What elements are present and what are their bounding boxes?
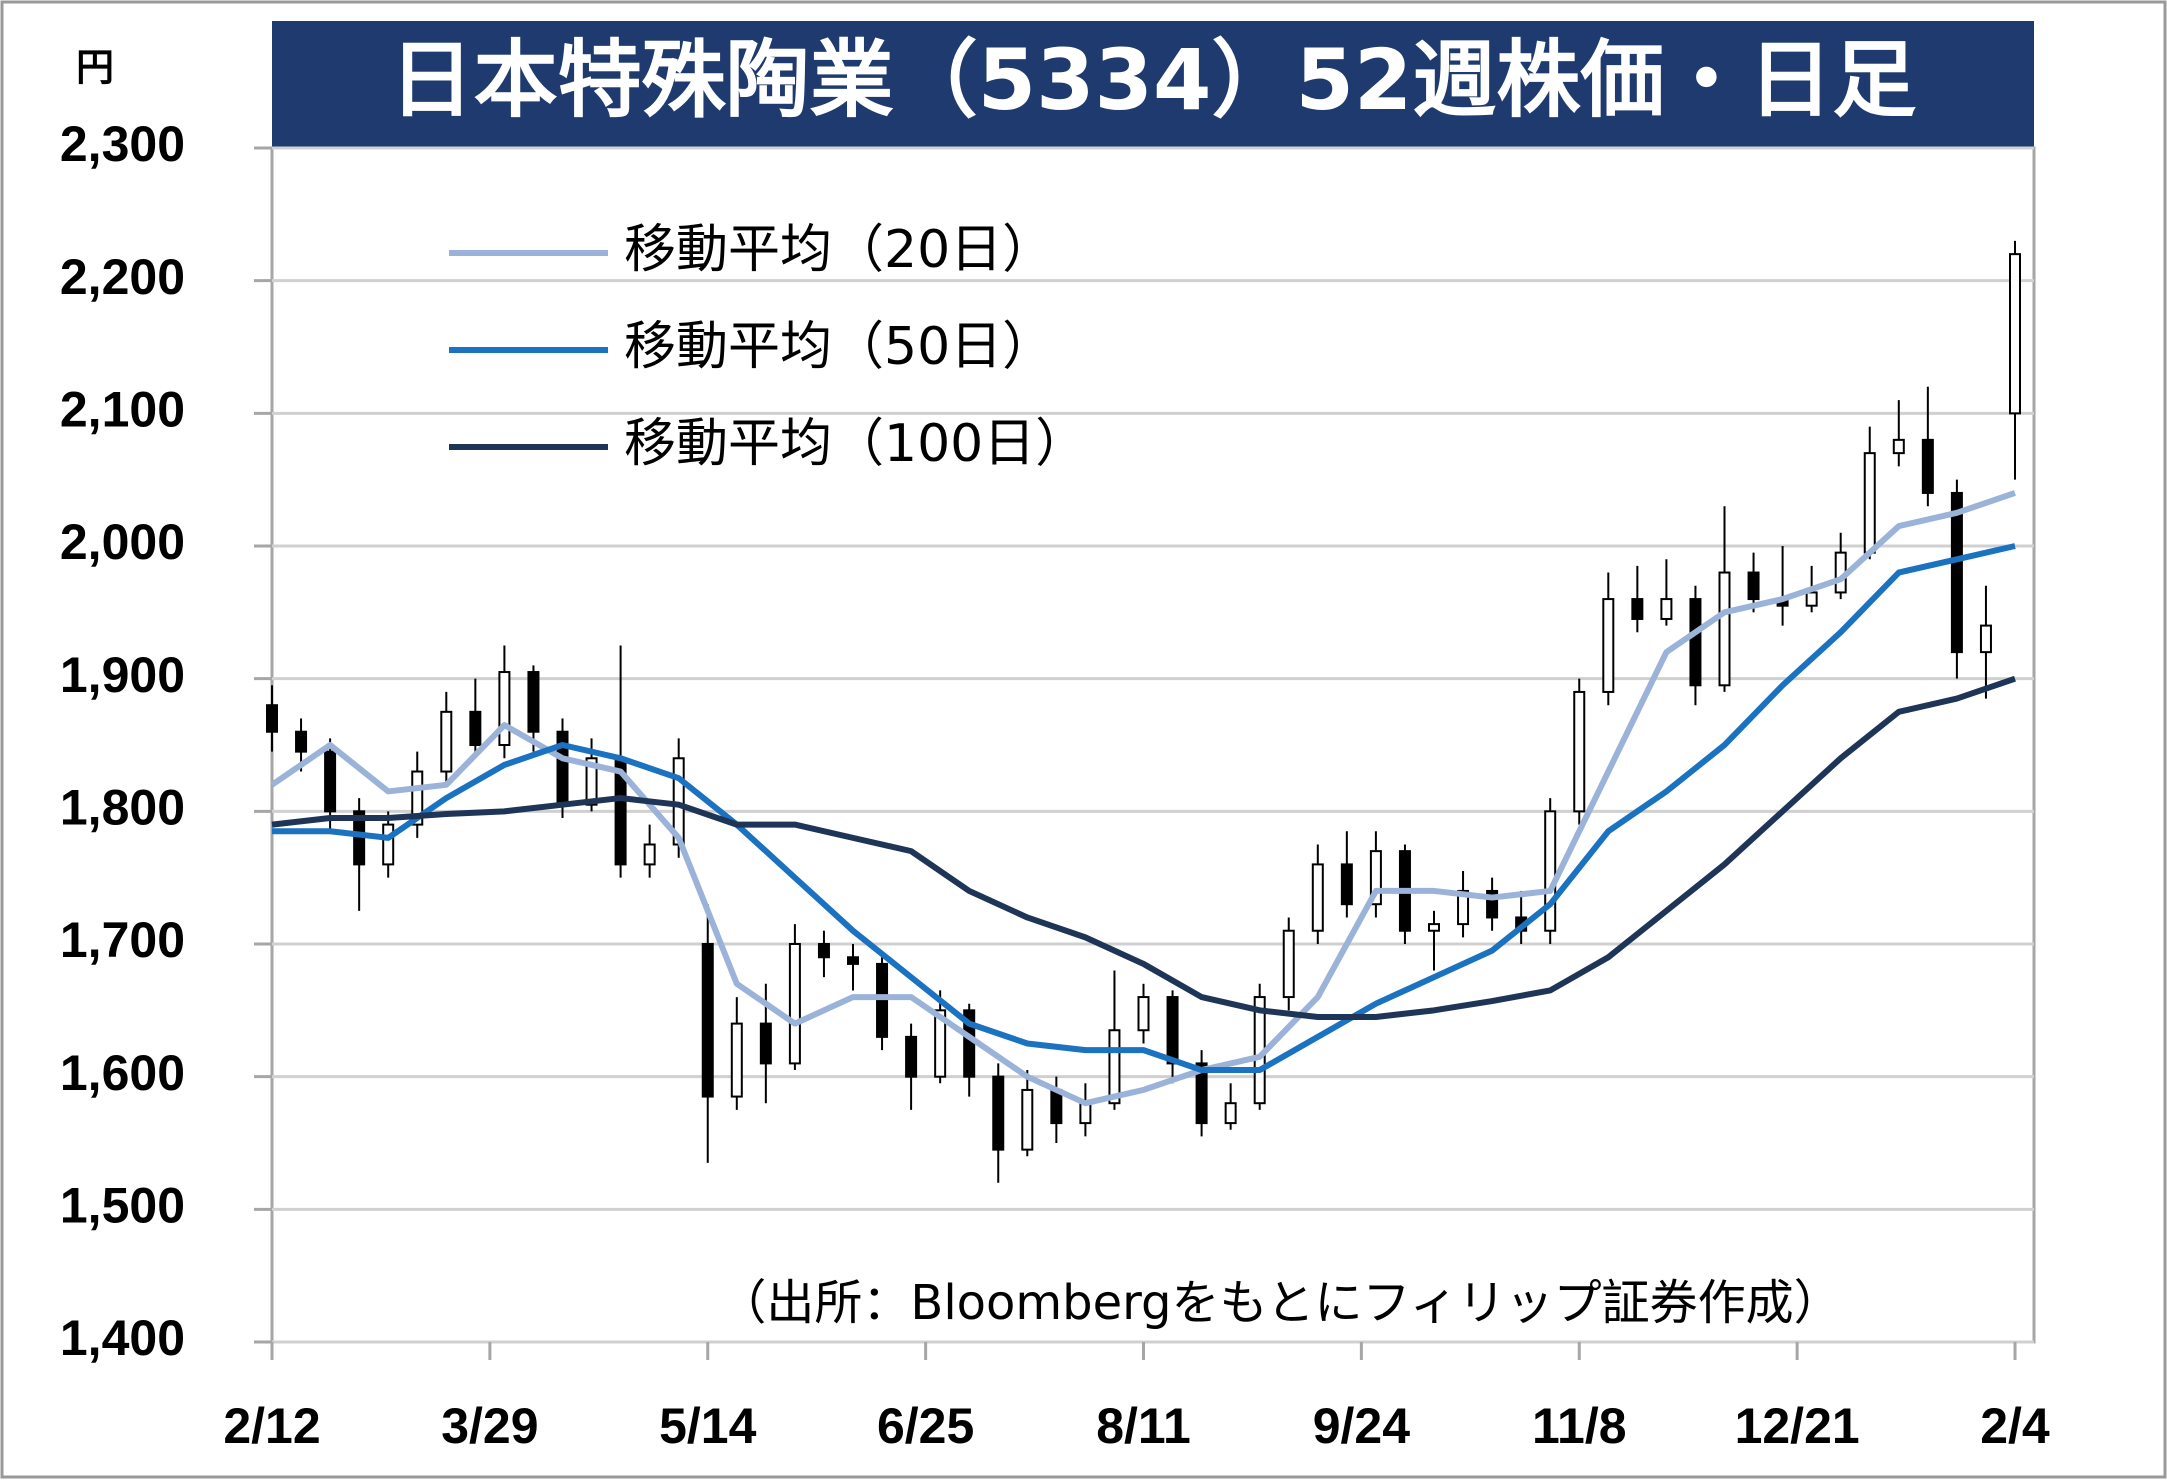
candle-body bbox=[701, 943, 714, 1098]
candle-body bbox=[1369, 850, 1382, 906]
candle-body bbox=[440, 710, 453, 773]
x-tick-label: 2/4 bbox=[1980, 1398, 2050, 1454]
candle-body bbox=[295, 730, 308, 753]
candle-body bbox=[788, 943, 801, 1065]
y-tick-label: 1,600 bbox=[60, 1045, 185, 1101]
candle-body bbox=[1137, 996, 1150, 1032]
source-note: （出所：Bloombergをもとにフィリップ証券作成） bbox=[718, 1275, 1841, 1331]
candle-body bbox=[1602, 598, 1615, 693]
x-tick-label: 12/21 bbox=[1735, 1398, 1860, 1454]
candle-body bbox=[1486, 889, 1499, 919]
x-tick-label: 2/12 bbox=[223, 1398, 320, 1454]
y-tick-label: 1,500 bbox=[60, 1178, 185, 1234]
candle-body bbox=[847, 956, 859, 965]
candle-body bbox=[934, 1009, 947, 1078]
legend-label: 移動平均（100日） bbox=[624, 414, 1087, 474]
candle-body bbox=[1224, 1102, 1237, 1125]
candle-body bbox=[1457, 889, 1470, 926]
candle-body bbox=[1573, 690, 1586, 813]
chart-title: 日本特殊陶業（5334）52週株価・日足 bbox=[390, 31, 1917, 129]
title-banner bbox=[272, 21, 2034, 148]
y-unit: 円 bbox=[76, 46, 114, 90]
candle-body bbox=[1021, 1088, 1034, 1151]
candle-body bbox=[1660, 598, 1673, 620]
candle-body bbox=[1631, 598, 1644, 620]
candle-body bbox=[1921, 438, 1934, 494]
legend-label: 移動平均（20日） bbox=[624, 220, 1054, 280]
candle-body bbox=[1747, 571, 1760, 601]
candle-body bbox=[527, 671, 540, 733]
x-tick-label: 8/11 bbox=[1096, 1398, 1191, 1454]
y-tick-label: 2,100 bbox=[60, 382, 185, 438]
x-tick-label: 5/14 bbox=[659, 1398, 757, 1454]
candle-body bbox=[498, 671, 511, 746]
y-tick-label: 1,400 bbox=[60, 1310, 185, 1366]
candle-body bbox=[876, 962, 889, 1038]
candle-body bbox=[905, 1035, 918, 1078]
candle-body bbox=[1166, 996, 1179, 1065]
legend-label: 移動平均（50日） bbox=[624, 317, 1054, 377]
candle-body bbox=[382, 823, 395, 866]
candle-body bbox=[1979, 624, 1992, 654]
x-tick-label: 3/29 bbox=[441, 1398, 538, 1454]
candle-body bbox=[1805, 591, 1818, 607]
y-tick-label: 1,900 bbox=[60, 647, 185, 703]
y-tick-label: 1,700 bbox=[60, 912, 185, 968]
ma-line bbox=[270, 490, 2016, 1107]
candle-body bbox=[1950, 491, 1963, 654]
candle-body bbox=[643, 843, 656, 866]
ma-line bbox=[271, 675, 2016, 1020]
candle-body bbox=[1544, 810, 1557, 932]
candle-body bbox=[1892, 438, 1905, 455]
candle-body bbox=[992, 1075, 1005, 1151]
y-tick-label: 2,200 bbox=[60, 249, 185, 305]
candle-body bbox=[1195, 1062, 1208, 1125]
candle-body bbox=[2009, 253, 2021, 415]
candle-body bbox=[469, 710, 482, 746]
x-tick-label: 9/24 bbox=[1313, 1398, 1411, 1454]
y-tick-label: 1,800 bbox=[60, 780, 185, 836]
candle-body bbox=[1108, 1029, 1121, 1105]
candle-body bbox=[411, 770, 424, 826]
candle-body bbox=[324, 750, 337, 813]
candle-body bbox=[1282, 929, 1295, 999]
candle-body bbox=[585, 757, 598, 806]
x-tick-label: 11/8 bbox=[1532, 1398, 1627, 1454]
candle-body bbox=[266, 704, 278, 733]
y-tick-label: 2,300 bbox=[60, 116, 185, 172]
x-tick-label: 6/25 bbox=[877, 1398, 974, 1454]
ma-line bbox=[272, 543, 2016, 1074]
candle-body bbox=[1428, 923, 1440, 932]
candle-body bbox=[1050, 1088, 1063, 1125]
candle-body bbox=[817, 943, 830, 959]
candle-body bbox=[1689, 598, 1702, 687]
candle-body bbox=[1311, 863, 1324, 932]
candle-body bbox=[1340, 863, 1353, 906]
candle-body bbox=[1863, 452, 1876, 554]
candle-body bbox=[730, 1022, 743, 1098]
y-tick-label: 2,000 bbox=[60, 514, 185, 570]
candle-body bbox=[1718, 571, 1731, 687]
candle-body bbox=[759, 1022, 772, 1065]
